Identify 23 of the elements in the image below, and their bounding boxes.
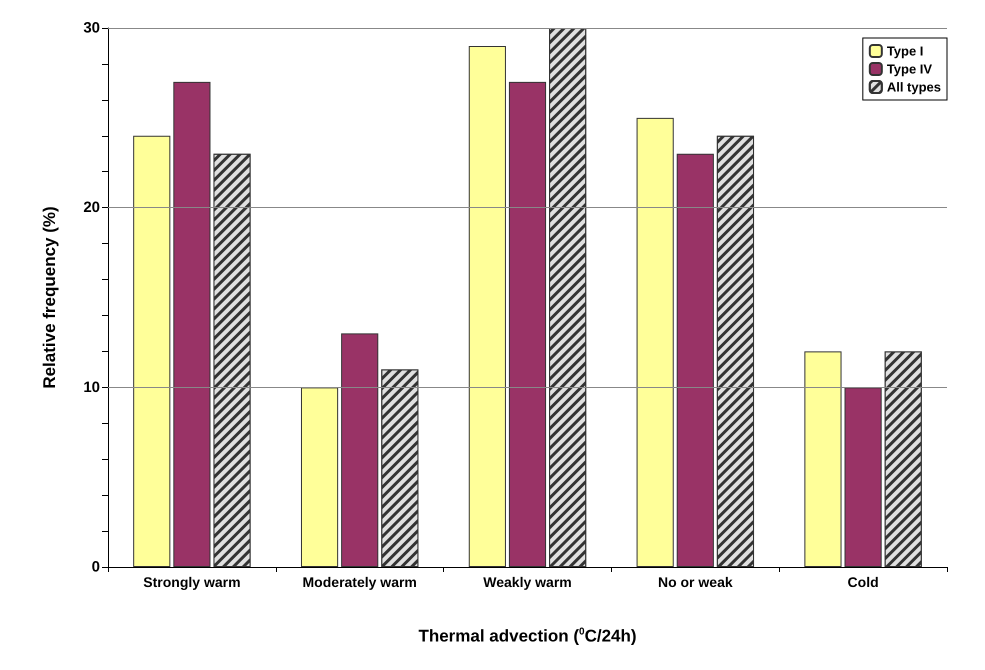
x-tick-label: Cold bbox=[848, 574, 879, 590]
bar bbox=[300, 387, 338, 567]
y-tick-label: 20 bbox=[83, 199, 100, 216]
x-tick-label: Weakly warm bbox=[483, 574, 572, 590]
bar bbox=[133, 136, 170, 567]
bar bbox=[508, 82, 546, 567]
y-tick-label: 0 bbox=[92, 558, 100, 576]
bar bbox=[844, 387, 882, 567]
y-tick-label: 30 bbox=[83, 20, 100, 36]
x-tick-label: No or weak bbox=[658, 574, 733, 590]
legend-label: Type IV bbox=[886, 62, 932, 76]
legend-label: All types bbox=[886, 80, 942, 94]
bar bbox=[468, 46, 506, 567]
y-tick-label: 10 bbox=[83, 378, 100, 396]
legend-label: Type I bbox=[886, 44, 924, 58]
x-tick-label: Strongly warm bbox=[143, 574, 241, 590]
bar bbox=[636, 118, 674, 567]
bar bbox=[341, 333, 378, 567]
y-axis-title: Relative frequency (%) bbox=[40, 206, 59, 389]
bar bbox=[173, 82, 210, 567]
bar bbox=[804, 351, 842, 567]
x-tick-label: Moderately warm bbox=[302, 574, 417, 590]
bar bbox=[676, 154, 714, 567]
